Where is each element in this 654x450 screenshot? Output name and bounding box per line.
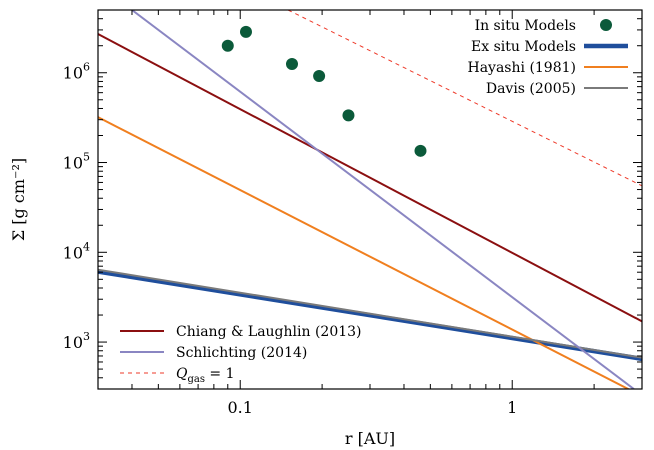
legend-label: Ex situ Models [471, 39, 576, 55]
series-line-4 [131, 10, 635, 389]
legend-label: In situ Models [475, 18, 576, 34]
legend-label: Hayashi (1981) [468, 60, 577, 76]
x-axis-label: r [AU] [345, 429, 395, 448]
data-point-3 [313, 69, 326, 82]
series-line-1 [98, 116, 631, 389]
data-point-2 [285, 58, 298, 71]
ticks-layer: 0.1 1 103 104 105 106 [63, 9, 643, 417]
data-point-5 [414, 144, 427, 157]
y-tick-label: 105 [63, 151, 90, 173]
legend-marker [600, 19, 612, 31]
y-tick-label: 104 [63, 240, 90, 262]
legend-bottom: Chiang & Laughlin (2013) Schlichting (201… [120, 324, 362, 385]
x-tick-label: 0.1 [227, 398, 252, 417]
points-layer [221, 25, 427, 157]
data-point-4 [342, 109, 355, 122]
data-point-0 [221, 39, 234, 52]
series-layer [98, 10, 642, 389]
legend-label: Chiang & Laughlin (2013) [176, 324, 362, 340]
y-tick-label: 106 [63, 61, 90, 83]
series-line-3 [98, 33, 642, 323]
y-tick-label: 103 [63, 330, 90, 352]
x-tick-label: 1 [507, 398, 517, 417]
y-axis-label: Σ [g cm⁻²] [9, 158, 28, 241]
legend-label: Schlichting (2014) [176, 345, 307, 361]
legend-label: Qgas = 1 [176, 366, 235, 385]
series-line-0 [98, 269, 642, 362]
legend-top: In situ Models Ex situ Models Hayashi (198… [468, 18, 628, 97]
legend-label: Davis (2005) [486, 81, 576, 97]
data-point-1 [239, 25, 252, 38]
series-line-2 [98, 268, 642, 359]
series-line-5 [287, 10, 642, 187]
